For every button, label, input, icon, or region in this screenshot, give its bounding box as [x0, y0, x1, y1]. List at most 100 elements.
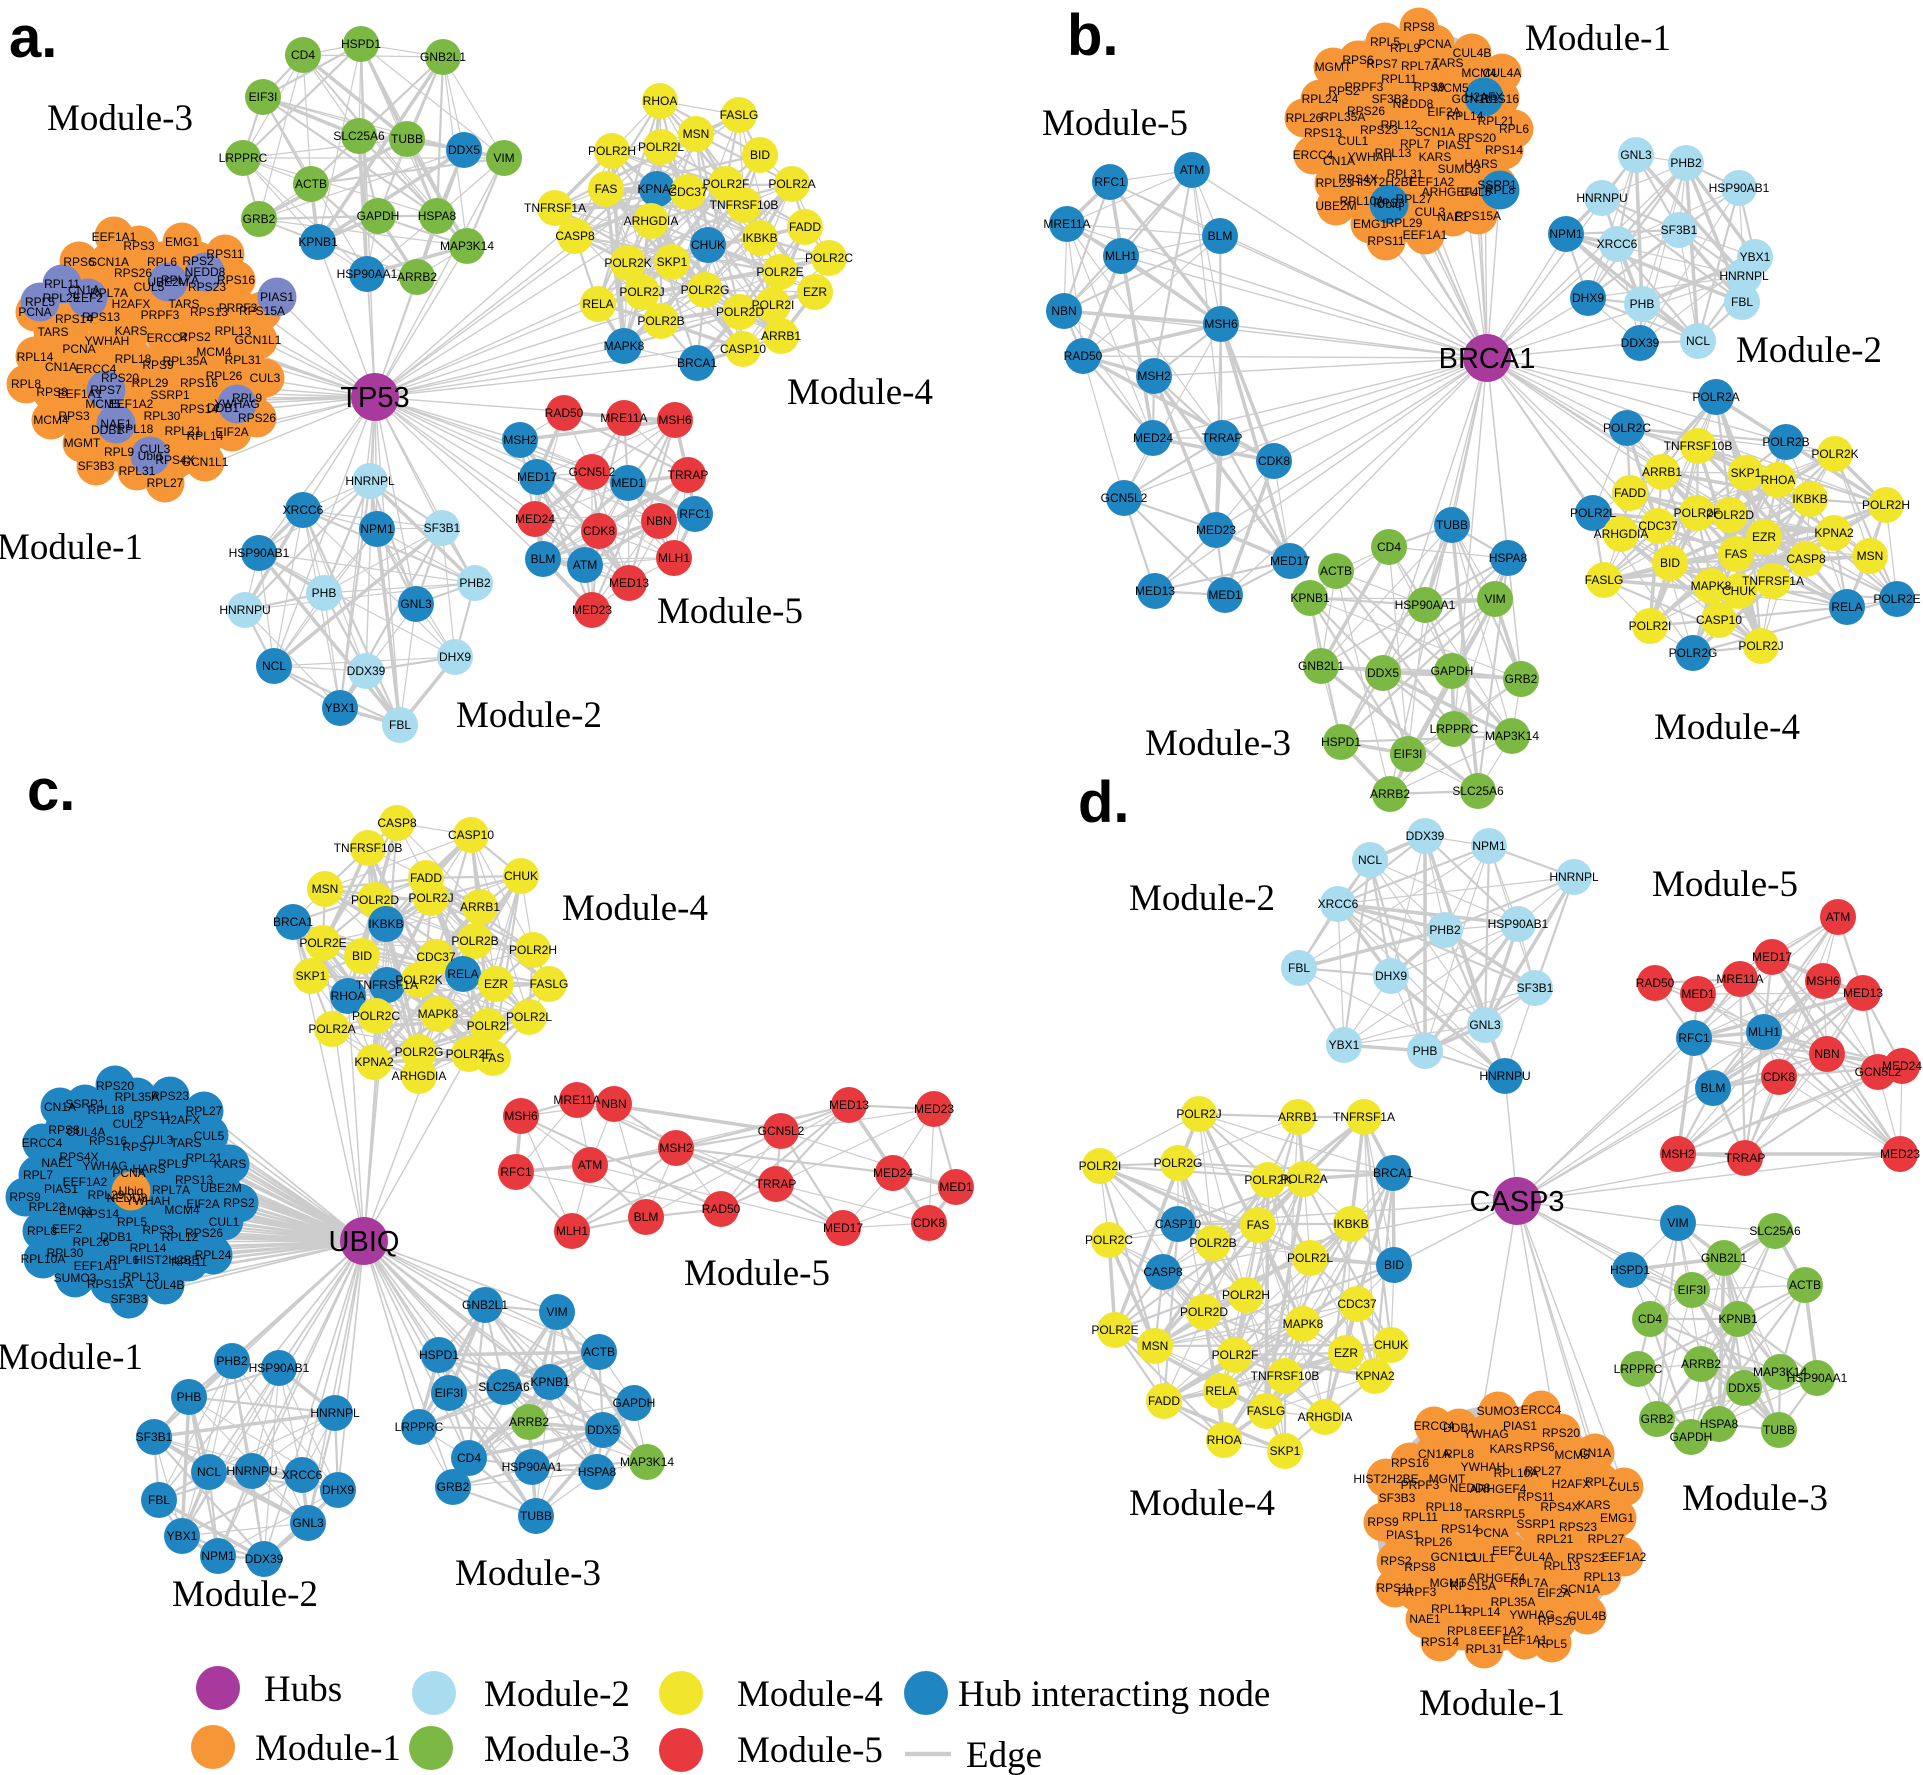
svg-text:DDB1: DDB1 — [91, 423, 123, 437]
svg-text:H2AFX: H2AFX — [1552, 1477, 1591, 1491]
svg-text:GNB2L1: GNB2L1 — [420, 50, 466, 64]
svg-text:NAE1: NAE1 — [41, 1156, 73, 1170]
svg-text:HSPD1: HSPD1 — [419, 1348, 459, 1362]
svg-text:RPL5: RPL5 — [25, 295, 55, 309]
svg-text:ERCC4: ERCC4 — [1293, 148, 1334, 162]
svg-text:RPS16: RPS16 — [89, 1134, 127, 1148]
svg-text:MSN: MSN — [1857, 549, 1884, 563]
svg-text:CHUK: CHUK — [691, 238, 725, 252]
svg-text:NAE1: NAE1 — [100, 417, 132, 431]
svg-text:RPL7A: RPL7A — [90, 286, 128, 300]
svg-text:YBX1: YBX1 — [167, 1529, 198, 1543]
svg-text:RPS4X: RPS4X — [59, 1150, 98, 1164]
svg-text:RPS23: RPS23 — [151, 1089, 189, 1103]
svg-text:GAPDH: GAPDH — [1431, 664, 1474, 678]
svg-text:CUL4A: CUL4A — [67, 1125, 106, 1139]
svg-text:RPS14: RPS14 — [55, 312, 93, 326]
svg-text:XRCC6: XRCC6 — [283, 503, 324, 517]
svg-text:RPL8: RPL8 — [1447, 1624, 1477, 1638]
svg-text:DHX9: DHX9 — [1375, 969, 1407, 983]
svg-text:RPL26: RPL26 — [206, 369, 243, 383]
svg-text:MED13: MED13 — [1135, 584, 1175, 598]
svg-text:CASP10: CASP10 — [720, 342, 766, 356]
svg-text:RPL9: RPL9 — [158, 1157, 188, 1171]
svg-text:KPNB1: KPNB1 — [1290, 591, 1330, 605]
svg-text:BID: BID — [1384, 1258, 1404, 1272]
svg-text:SCN1A: SCN1A — [1560, 1582, 1600, 1596]
svg-text:PRPF3: PRPF3 — [219, 301, 258, 315]
svg-text:CUL4A: CUL4A — [1483, 66, 1522, 80]
svg-text:RPS13: RPS13 — [175, 1173, 213, 1187]
svg-text:RPL31: RPL31 — [119, 464, 156, 478]
svg-text:RPS14: RPS14 — [81, 1207, 119, 1221]
svg-text:GCN1L1: GCN1L1 — [1452, 92, 1499, 106]
svg-text:MSH6: MSH6 — [1806, 974, 1840, 988]
svg-text:Module-5: Module-5 — [1652, 864, 1798, 905]
svg-text:IKBKB: IKBKB — [368, 917, 403, 931]
svg-text:CDK8: CDK8 — [1258, 454, 1290, 468]
svg-text:TP53: TP53 — [340, 382, 409, 414]
svg-text:POLR2B: POLR2B — [1189, 1236, 1236, 1250]
svg-text:NPM1: NPM1 — [1472, 839, 1506, 853]
svg-text:RPS2: RPS2 — [182, 254, 214, 268]
svg-text:MAP3K14: MAP3K14 — [1753, 1365, 1807, 1379]
svg-text:ARRB1: ARRB1 — [460, 900, 500, 914]
svg-text:MED23: MED23 — [914, 1102, 954, 1116]
svg-text:PCNA: PCNA — [1475, 1526, 1508, 1540]
svg-text:MED24: MED24 — [873, 1166, 913, 1180]
svg-text:RPS13: RPS13 — [1304, 126, 1342, 140]
svg-text:DDB1: DDB1 — [207, 401, 239, 415]
svg-text:DHX9: DHX9 — [322, 1483, 354, 1497]
svg-text:PIAS1: PIAS1 — [1503, 1419, 1537, 1433]
svg-text:MGMT: MGMT — [64, 436, 101, 450]
svg-text:TNFRSF1A: TNFRSF1A — [524, 201, 586, 215]
svg-text:RHOA: RHOA — [331, 989, 366, 1003]
svg-text:CUL4B: CUL4B — [146, 1278, 185, 1292]
svg-text:GNL3: GNL3 — [1469, 1018, 1501, 1032]
svg-text:BID: BID — [1660, 556, 1680, 570]
svg-text:ERCC4: ERCC4 — [147, 331, 188, 345]
svg-text:RPL12: RPL12 — [162, 1230, 199, 1244]
svg-text:NPM1: NPM1 — [1549, 227, 1583, 241]
svg-text:MED23: MED23 — [1880, 1147, 1920, 1161]
svg-text:RPS15A: RPS15A — [1455, 209, 1501, 223]
svg-text:GNB2L1: GNB2L1 — [1701, 1251, 1747, 1265]
svg-text:RPS3: RPS3 — [58, 409, 90, 423]
svg-text:YWHAG: YWHAG — [1509, 1608, 1554, 1622]
svg-text:RPL7: RPL7 — [1400, 137, 1430, 151]
svg-text:ERCC4: ERCC4 — [1521, 1403, 1562, 1417]
svg-text:FASLG: FASLG — [530, 977, 569, 991]
svg-text:RHOA: RHOA — [1207, 1433, 1242, 1447]
svg-text:DDB1: DDB1 — [1443, 1421, 1475, 1435]
svg-text:RPL27: RPL27 — [147, 476, 184, 490]
svg-text:POLR2J: POLR2J — [1176, 1107, 1221, 1121]
svg-text:RPS26: RPS26 — [1347, 104, 1385, 118]
svg-text:H2AFX: H2AFX — [162, 1113, 201, 1127]
svg-text:CDK8: CDK8 — [1763, 1070, 1795, 1084]
svg-text:RPL23: RPL23 — [29, 1200, 66, 1214]
svg-text:RAD50: RAD50 — [702, 1202, 741, 1216]
svg-text:GCN1L1: GCN1L1 — [182, 455, 229, 469]
svg-text:EZR: EZR — [1752, 530, 1776, 544]
svg-text:HSP90AB1: HSP90AB1 — [1709, 181, 1770, 195]
svg-text:RAD50: RAD50 — [1636, 976, 1675, 990]
svg-text:Module-1: Module-1 — [1525, 18, 1671, 59]
svg-text:ARRB1: ARRB1 — [1278, 1110, 1318, 1124]
svg-text:CN1A: CN1A — [1323, 154, 1355, 168]
svg-text:EEF1A1: EEF1A1 — [58, 387, 103, 401]
svg-text:Module-1: Module-1 — [0, 1337, 143, 1378]
svg-text:EMG1: EMG1 — [165, 235, 199, 249]
svg-text:RPL27: RPL27 — [1396, 192, 1433, 206]
svg-text:MED1: MED1 — [1681, 987, 1715, 1001]
svg-text:FASLG: FASLG — [1247, 1404, 1286, 1418]
svg-text:NPM1: NPM1 — [201, 1549, 235, 1563]
svg-text:Module-2: Module-2 — [172, 1574, 318, 1615]
svg-text:HNRNPU: HNRNPU — [219, 603, 270, 617]
svg-text:HNRNPL: HNRNPL — [1549, 870, 1599, 884]
svg-text:RPL18: RPL18 — [88, 1103, 125, 1117]
svg-text:ARHGDIA: ARHGDIA — [1298, 1410, 1353, 1424]
svg-text:NAE1: NAE1 — [1409, 1612, 1441, 1626]
svg-text:POLR2K: POLR2K — [604, 256, 651, 270]
svg-text:CASP8: CASP8 — [555, 229, 595, 243]
svg-text:RAD50: RAD50 — [545, 406, 584, 420]
